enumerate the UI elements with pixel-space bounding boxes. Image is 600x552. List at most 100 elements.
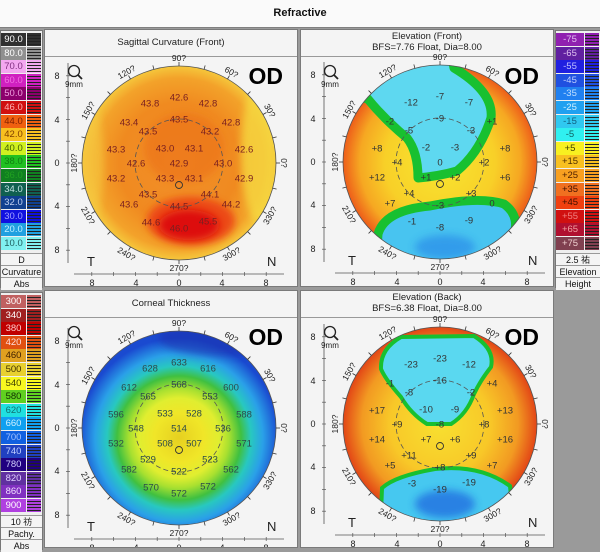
scale-value-elevation: +45 bbox=[556, 196, 584, 210]
sagittal-curvature-map-panel[interactable]: Sagittal Curvature (Front) 0? 30? 60? 90? 120… bbox=[44, 29, 298, 287]
map-value: +8 bbox=[479, 420, 490, 431]
degree-tick bbox=[81, 187, 86, 190]
map-value: +1 bbox=[421, 173, 432, 184]
degree-tick bbox=[508, 352, 512, 356]
map-value: 532 bbox=[108, 439, 124, 450]
degree-tick bbox=[342, 135, 347, 138]
map-value: -3 bbox=[451, 143, 459, 154]
map-value: -2 bbox=[386, 117, 394, 128]
scale-value-pachy: 340 bbox=[1, 308, 26, 322]
scale-swatch bbox=[585, 155, 599, 169]
y-axis-label: 0 bbox=[310, 419, 315, 429]
degree-tick bbox=[107, 91, 111, 95]
flat-rim-zone bbox=[82, 103, 103, 223]
degree-tick bbox=[464, 64, 467, 69]
degree-tick bbox=[107, 356, 111, 360]
degree-tick bbox=[128, 246, 131, 251]
degree-label-90: 90? bbox=[433, 314, 447, 324]
degree-label-90: 90? bbox=[433, 52, 447, 62]
map-value: 43.2 bbox=[201, 127, 220, 138]
eye-label: OD bbox=[505, 324, 540, 350]
degree-tick bbox=[533, 135, 538, 138]
degree-label-270: 270? bbox=[170, 528, 189, 538]
curvature-color-scale[interactable]: 90.0 80.0 70.0 60.0 50.0 46.0 44.0 42.0 40.0 38.0… bbox=[0, 30, 43, 290]
x-axis-label: 4 bbox=[394, 277, 399, 286]
x-axis-label: 0 bbox=[437, 539, 442, 547]
degree-tick bbox=[464, 517, 467, 522]
map-value: 572 bbox=[200, 482, 216, 493]
scale-value-elevation: -25 bbox=[556, 101, 584, 114]
degree-tick bbox=[227, 246, 230, 251]
corneal-thickness-map-panel[interactable]: Corneal Thickness 0? 30? 60? 90? 120? 150? 180?… bbox=[44, 290, 298, 548]
degree-tick bbox=[91, 112, 96, 115]
scale-swatch bbox=[585, 46, 599, 60]
scale-swatch bbox=[585, 128, 599, 142]
scale-value-curvature: 44.0 bbox=[1, 114, 26, 128]
map-value: 553 bbox=[202, 392, 218, 403]
map-value: 582 bbox=[121, 465, 137, 476]
degree-tick bbox=[352, 111, 357, 114]
map-value: 43.6 bbox=[120, 200, 139, 211]
degree-label-270: 270? bbox=[431, 262, 450, 272]
front-elevation-map-panel[interactable]: Elevation (Front) BFS=7.76 Float, Dia=8.0… bbox=[300, 29, 554, 287]
map-value: -9 bbox=[465, 216, 473, 227]
scale-value-curvature: 20.0 bbox=[1, 223, 26, 237]
degree-tick bbox=[262, 211, 267, 214]
magnifier-handle bbox=[333, 335, 339, 341]
temporal-label: T bbox=[348, 515, 356, 530]
map-value: 571 bbox=[236, 439, 252, 450]
map-value: +4 bbox=[404, 189, 415, 200]
map-value: 43.5 bbox=[170, 115, 189, 126]
map-value: -7 bbox=[436, 92, 444, 103]
degree-tick bbox=[203, 65, 206, 70]
magnifier-handle bbox=[77, 74, 83, 80]
scale-swatch bbox=[27, 114, 41, 128]
magnifier-lens bbox=[67, 325, 81, 339]
scale-value-pachy: 700 bbox=[1, 431, 26, 444]
scale-swatch bbox=[27, 417, 41, 431]
nasal-label: N bbox=[267, 254, 276, 269]
degree-label-270: 270? bbox=[170, 263, 189, 273]
zoom-level-label: 9mm bbox=[65, 80, 83, 89]
degree-tick bbox=[227, 75, 230, 80]
degree-tick bbox=[152, 330, 155, 335]
degree-tick bbox=[91, 377, 96, 380]
scale-swatch bbox=[27, 458, 41, 472]
degree-tick bbox=[523, 111, 528, 114]
pupil-center-marker bbox=[175, 446, 183, 454]
y-axis-label: 4 bbox=[310, 376, 315, 386]
degree-tick bbox=[389, 336, 392, 341]
pachymetry-color-scale[interactable]: 300 340 380 420 460 500 540 580 620 660 700 740 780 8… bbox=[0, 292, 43, 552]
degree-tick bbox=[368, 352, 372, 356]
degree-tick bbox=[352, 472, 357, 475]
scale-swatch bbox=[27, 363, 41, 376]
header-divider bbox=[45, 56, 297, 57]
degree-label-90: 90? bbox=[172, 53, 186, 63]
scale-value-elevation: +35 bbox=[556, 182, 584, 196]
scale-swatch bbox=[27, 60, 41, 74]
map-value: 528 bbox=[186, 409, 202, 420]
magnifier-icon bbox=[67, 325, 83, 341]
map-value: 536 bbox=[215, 424, 231, 435]
elevation-color-scale[interactable]: -75 -65 -55 -45 -35 -25 -15 -5 +5 +15 +25 +35 +45 +55… bbox=[555, 30, 600, 290]
map-value: -3 bbox=[408, 479, 416, 490]
map-value: +11 bbox=[401, 451, 416, 462]
back-elevation-map-panel[interactable]: Elevation (Back) BFS=6.38 Float, Dia=8.00… bbox=[300, 290, 554, 548]
scale-swatch bbox=[585, 223, 599, 237]
scale-value-curvature: 42.0 bbox=[1, 128, 26, 142]
degree-label-0: 0? bbox=[279, 158, 289, 168]
scale-swatch bbox=[27, 196, 41, 210]
zoom-level-label: 9mm bbox=[321, 341, 339, 350]
scale-swatch bbox=[585, 60, 599, 74]
degree-tick bbox=[488, 74, 491, 79]
map-value: 507 bbox=[186, 439, 202, 450]
map-value: +13 bbox=[497, 406, 513, 417]
scale-swatch bbox=[27, 141, 41, 155]
temporal-label: T bbox=[348, 253, 356, 268]
degree-tick bbox=[81, 136, 86, 139]
y-axis-label: 8 bbox=[310, 332, 315, 342]
y-axis-label: 8 bbox=[54, 510, 59, 520]
scale-value-elevation: -45 bbox=[556, 73, 584, 87]
map-value: 43.5 bbox=[139, 190, 158, 201]
scale-value-curvature: 32.0 bbox=[1, 196, 26, 210]
